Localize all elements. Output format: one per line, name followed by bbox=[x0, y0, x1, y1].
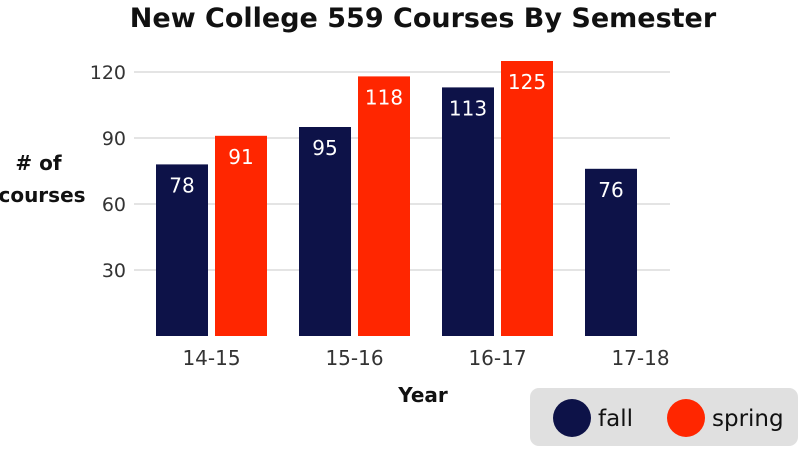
x-axis-ticks: 14-15 15-16 16-17 17-18 bbox=[182, 346, 669, 370]
legend-swatch-spring bbox=[667, 399, 705, 437]
bar-spring-14-15 bbox=[215, 135, 267, 336]
y-axis-label: # of courses bbox=[0, 151, 86, 207]
y-axis-ticks: 30 60 90 120 bbox=[90, 62, 126, 282]
bar-spring-15-16 bbox=[358, 76, 410, 337]
y-tick-label: 30 bbox=[102, 260, 126, 282]
data-label-fall-17-18: 76 bbox=[598, 178, 623, 202]
data-label-spring-14-15: 91 bbox=[228, 145, 253, 169]
x-tick-label: 17-18 bbox=[611, 346, 669, 370]
chart-title: New College 559 Courses By Semester bbox=[130, 3, 717, 34]
legend-background bbox=[530, 388, 798, 446]
bar-fall-15-16 bbox=[299, 127, 351, 336]
legend: fall spring bbox=[530, 388, 798, 446]
bar-fall-14-15 bbox=[156, 164, 208, 336]
data-label-fall-15-16: 95 bbox=[312, 136, 337, 160]
data-label-fall-14-15: 78 bbox=[169, 173, 194, 197]
x-tick-label: 15-16 bbox=[325, 346, 383, 370]
bar-spring-16-17 bbox=[501, 61, 553, 336]
legend-swatch-fall bbox=[553, 399, 591, 437]
data-labels: 78 91 95 118 113 125 76 bbox=[169, 70, 623, 202]
bar-fall-17-18 bbox=[585, 168, 637, 336]
legend-label-spring: spring bbox=[712, 406, 784, 432]
bars bbox=[156, 61, 637, 337]
data-label-spring-16-17: 125 bbox=[508, 70, 546, 94]
y-tick-label: 60 bbox=[102, 194, 126, 216]
y-tick-label: 90 bbox=[102, 128, 126, 150]
legend-label-fall: fall bbox=[598, 406, 633, 432]
y-tick-label: 120 bbox=[90, 62, 126, 84]
data-label-fall-16-17: 113 bbox=[449, 96, 487, 120]
x-axis-label: Year bbox=[397, 383, 448, 407]
x-tick-label: 14-15 bbox=[182, 346, 240, 370]
y-axis-label-line-2: courses bbox=[0, 183, 86, 207]
bar-fall-16-17 bbox=[442, 87, 494, 337]
y-axis-label-line-1: # of bbox=[15, 151, 61, 175]
x-tick-label: 16-17 bbox=[468, 346, 526, 370]
data-label-spring-15-16: 118 bbox=[365, 85, 403, 109]
